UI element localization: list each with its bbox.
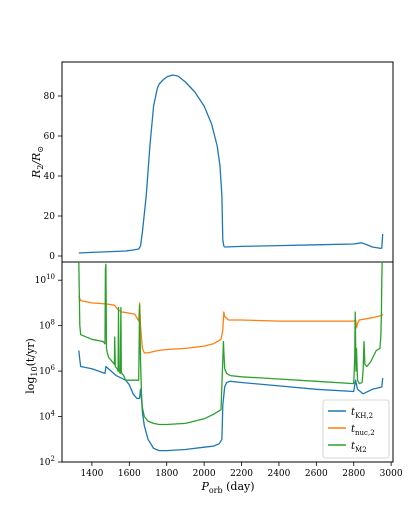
y-tick-label: 108	[39, 319, 55, 332]
y-tick-label: 40	[44, 172, 56, 182]
radius-panel: 0 20 40 60 80 R2/R⊙	[30, 61, 394, 263]
timescale-y-axis-label: log10(t/yr)	[24, 338, 39, 394]
y-tick-label: 60	[44, 132, 56, 142]
y-tick-label: 102	[39, 455, 55, 468]
y-tick-label: 106	[39, 364, 55, 377]
x-tick-label: 2000	[193, 469, 216, 479]
y-tick-label: 80	[44, 92, 56, 102]
legend-entry-mdot: tṀ2	[328, 441, 367, 454]
timescale-x-ticks: 1400 1600 1800 2000 2200 2400 2600 2800 3000	[80, 462, 403, 479]
radius-plot-frame	[61, 61, 394, 263]
legend-label-mdot: tṀ2	[351, 441, 367, 454]
legend-box	[322, 399, 390, 459]
series-line-2	[78, 295, 384, 354]
x-tick-label: 1600	[118, 469, 141, 479]
series-line-1	[78, 350, 384, 452]
timescale-panel: 102 104 106 108 1010 1400 1600 1800 2000 2200 240…	[24, 261, 403, 495]
legend-entry-nuc: tnuc,2	[328, 424, 375, 437]
legend-label-nuc: tnuc,2	[351, 424, 375, 437]
legend-label-kh: tKH,2	[351, 407, 373, 420]
series-line-1	[78, 74, 384, 254]
legend-entry-kh: tKH,2	[328, 407, 373, 420]
y-tick-label: 1010	[35, 273, 55, 286]
radius-y-axis-label: R2/R⊙	[30, 146, 45, 179]
timescale-plot-frame	[61, 261, 394, 463]
x-tick-label: 1400	[80, 469, 103, 479]
radius-y-ticks: 0 20 40 60 80	[44, 92, 62, 262]
x-tick-label: 3000	[380, 469, 403, 479]
x-tick-label: 2600	[305, 469, 328, 479]
y-tick-label: 104	[39, 410, 55, 423]
x-axis-label: Porb (day)	[200, 480, 254, 495]
x-tick-label: 2400	[267, 469, 290, 479]
legend: tKH,2 tnuc,2 tṀ2	[322, 399, 390, 459]
x-tick-label: 1800	[155, 469, 178, 479]
radius-series-group	[78, 74, 384, 254]
series-line-3	[78, 262, 383, 426]
y-tick-label: 0	[49, 252, 55, 262]
y-tick-label: 20	[44, 212, 56, 222]
x-tick-label: 2200	[230, 469, 253, 479]
x-tick-label: 2800	[342, 469, 365, 479]
timescale-series-group	[78, 262, 384, 452]
timescale-y-ticks: 102 104 106 108 1010	[35, 273, 62, 468]
